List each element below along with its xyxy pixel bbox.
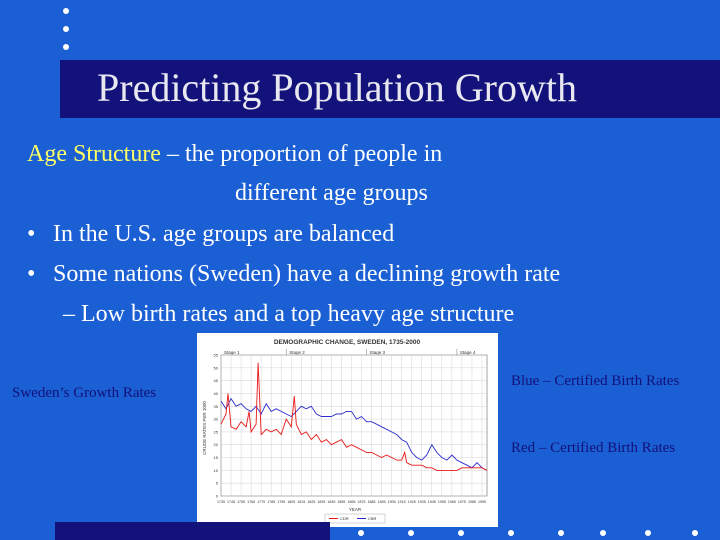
x-tick-label: 1915	[398, 500, 406, 504]
x-tick-label: 1755	[237, 500, 245, 504]
x-tick-label: 1935	[418, 500, 426, 504]
x-tick-label: 1825	[307, 500, 315, 504]
x-tick-label: 1805	[287, 500, 295, 504]
decor-dot	[458, 530, 464, 536]
y-tick-label: 45	[214, 378, 219, 383]
y-tick-label: 40	[214, 391, 219, 396]
stage-label: Stage 3	[370, 350, 386, 355]
decor-dot	[600, 530, 606, 536]
x-tick-label: 1965	[448, 500, 456, 504]
bullet-us: In the U.S. age groups are balanced	[53, 221, 395, 247]
note-blue: Blue – Certified Birth Rates	[511, 373, 680, 389]
slide-title: Predicting Population Growth	[97, 65, 577, 110]
x-tick-label: 1735	[217, 500, 225, 504]
decor-dot	[558, 530, 564, 536]
x-tick-label: 1885	[368, 500, 376, 504]
demographic-chart: DEMOGRAPHIC CHANGE, SWEDEN, 1735-2000 St…	[197, 333, 498, 527]
chart-svg: DEMOGRAPHIC CHANGE, SWEDEN, 1735-2000 St…	[202, 339, 488, 524]
decor-dot	[63, 8, 69, 14]
definition-continuation: different age groups	[235, 180, 428, 206]
decor-dot	[508, 530, 514, 536]
legend-box	[324, 513, 386, 524]
series-line-cdr	[220, 362, 488, 471]
y-tick-label: 15	[214, 455, 219, 460]
definition-line: Age Structure – the proportion of people…	[27, 141, 442, 168]
y-tick-label: 25	[214, 429, 219, 434]
definition-term: Age Structure	[27, 141, 161, 167]
y-tick-label: 0	[216, 494, 219, 499]
x-axis-label: YEAR	[349, 507, 362, 512]
x-tick-label: 1925	[408, 500, 416, 504]
x-tick-label: 1985	[468, 500, 476, 504]
bullet-marker: •	[27, 261, 36, 287]
x-tick-label: 1745	[227, 500, 235, 504]
y-tick-label: 5	[216, 481, 219, 486]
decor-dot	[408, 530, 414, 536]
y-tick-label: 10	[214, 468, 219, 473]
title-bar	[60, 60, 720, 118]
bullet-marker: •	[27, 221, 36, 247]
chart-title: DEMOGRAPHIC CHANGE, SWEDEN, 1735-2000	[274, 339, 421, 346]
y-tick-label: 35	[214, 404, 219, 409]
x-tick-label: 1765	[247, 500, 255, 504]
x-tick-label: 1945	[428, 500, 436, 504]
y-tick-label: 30	[214, 417, 219, 422]
x-tick-label: 1895	[378, 500, 386, 504]
x-tick-label: 1955	[438, 500, 446, 504]
legend-label: CBR	[368, 516, 377, 521]
stage-label: Stage 1	[224, 350, 240, 355]
y-tick-label: 20	[214, 442, 219, 447]
x-tick-label: 1975	[458, 500, 466, 504]
legend-label: CDR	[340, 516, 349, 521]
stage-label: Stage 2	[289, 350, 305, 355]
bottom-bar	[55, 522, 330, 540]
y-tick-label: 50	[214, 365, 219, 370]
decor-dot	[358, 530, 364, 536]
x-tick-label: 1865	[347, 500, 355, 504]
sub-bullet: – Low birth rates and a top heavy age st…	[63, 301, 515, 327]
x-tick-label: 1995	[478, 500, 486, 504]
definition-text: – the proportion of people in	[160, 141, 443, 167]
x-tick-label: 1835	[317, 500, 325, 504]
decor-dot	[645, 530, 651, 536]
decor-dot	[692, 530, 698, 536]
x-tick-label: 1845	[327, 500, 335, 504]
chart-caption: Sweden’s Growth Rates	[12, 385, 157, 401]
y-axis-label: CRUDE RATES PER 1000	[202, 401, 207, 455]
x-tick-label: 1855	[337, 500, 345, 504]
note-red: Red – Certified Birth Rates	[511, 440, 676, 456]
x-tick-label: 1775	[257, 500, 265, 504]
decor-dot	[63, 44, 69, 50]
x-tick-label: 1795	[277, 500, 285, 504]
bullet-sweden: Some nations (Sweden) have a declining g…	[53, 261, 561, 287]
decor-dot	[63, 26, 69, 32]
plot-area	[220, 354, 488, 497]
x-tick-label: 1875	[358, 500, 366, 504]
stage-label: Stage 4	[460, 350, 476, 355]
x-tick-label: 1785	[267, 500, 275, 504]
x-tick-label: 1905	[388, 500, 396, 504]
series-line-cbr	[220, 397, 488, 471]
y-tick-label: 55	[214, 353, 219, 358]
x-tick-label: 1815	[297, 500, 305, 504]
